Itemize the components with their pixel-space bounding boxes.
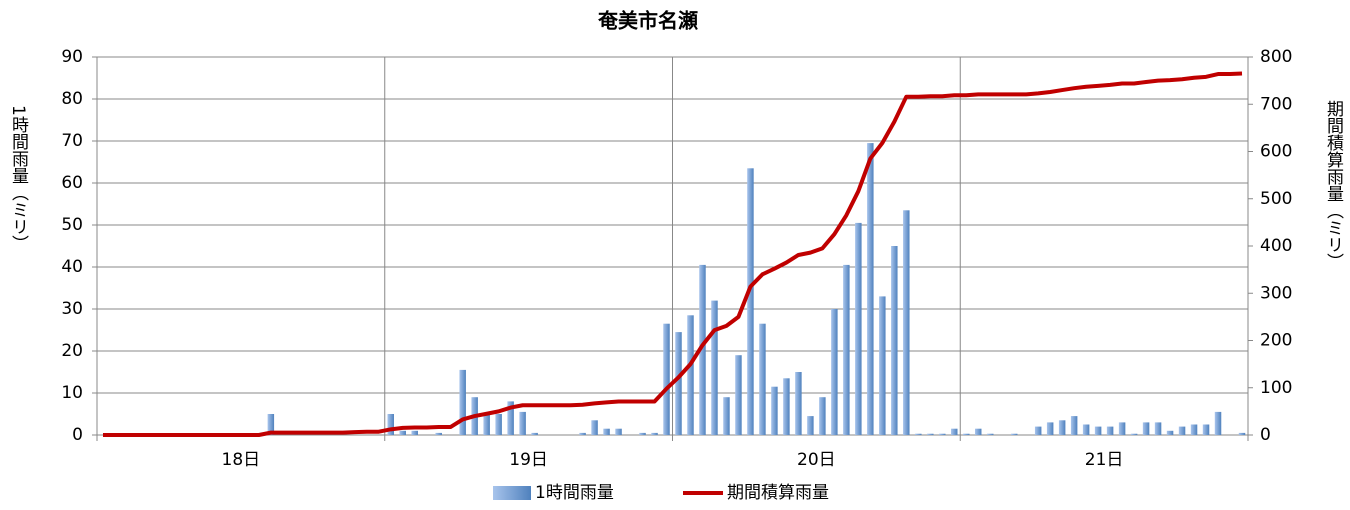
x-tick-label: 18日 xyxy=(222,450,261,470)
y-tick-label: 80 xyxy=(61,89,83,109)
y-tick-label: 40 xyxy=(61,257,83,277)
legend-label: 1時間雨量 xyxy=(535,483,614,503)
bar xyxy=(843,264,850,435)
y2-tick-label: 300 xyxy=(1260,283,1292,303)
y2-tick-label: 100 xyxy=(1260,378,1292,398)
y2-tick-label: 600 xyxy=(1260,142,1292,162)
bar xyxy=(891,246,898,435)
y2-tick-label: 0 xyxy=(1260,425,1271,445)
y2-tick-label: 700 xyxy=(1260,94,1292,114)
bar xyxy=(711,300,718,435)
bar xyxy=(783,378,790,435)
bar xyxy=(747,168,754,436)
bar xyxy=(495,414,502,435)
y-tick-label: 70 xyxy=(61,131,83,151)
y-tick-label: 0 xyxy=(72,425,83,445)
bar xyxy=(795,372,802,435)
bar xyxy=(399,430,406,435)
bar xyxy=(1010,433,1018,435)
line xyxy=(102,71,1243,437)
bar xyxy=(1106,426,1114,435)
bar xyxy=(867,143,874,435)
bar xyxy=(675,332,682,435)
bar xyxy=(267,414,275,435)
bar xyxy=(723,397,730,435)
bar xyxy=(855,222,862,435)
bar xyxy=(1046,422,1054,435)
chart-title: 奄美市名瀬 xyxy=(597,9,698,33)
bar xyxy=(759,323,766,435)
bar xyxy=(1202,424,1210,435)
bar xyxy=(974,428,982,435)
bar xyxy=(915,433,922,435)
bar xyxy=(663,323,670,435)
bar xyxy=(387,414,394,435)
bar xyxy=(459,369,466,435)
bar xyxy=(1154,422,1162,435)
bar xyxy=(603,428,610,435)
bar xyxy=(831,309,838,435)
bar xyxy=(903,210,910,435)
bar xyxy=(579,432,586,435)
bar xyxy=(591,420,598,435)
legend-swatch xyxy=(493,486,531,500)
x-tick-label: 20日 xyxy=(797,450,836,470)
y-tick-label: 60 xyxy=(61,173,83,193)
y-tick-label: 10 xyxy=(61,383,83,403)
bar xyxy=(1178,426,1186,435)
bar xyxy=(1082,424,1090,435)
bar xyxy=(771,386,778,435)
bar xyxy=(1058,420,1066,435)
y2-tick-label: 500 xyxy=(1260,189,1292,209)
bar xyxy=(819,397,826,435)
bar xyxy=(1238,432,1246,435)
bar xyxy=(986,433,994,435)
x-tick-label: 19日 xyxy=(509,450,548,470)
x-tick-label: 21日 xyxy=(1085,450,1124,470)
bar xyxy=(699,264,706,435)
bar xyxy=(519,411,526,435)
y2-axis-title: 期間積算雨量（ミリ） xyxy=(1323,100,1344,270)
bar xyxy=(1214,411,1222,435)
bar xyxy=(1118,422,1126,435)
y2-tick-label: 200 xyxy=(1260,331,1292,351)
legend-label: 期間積算雨量 xyxy=(727,483,829,503)
bar xyxy=(951,428,958,435)
bar xyxy=(483,414,490,435)
bar xyxy=(939,433,946,435)
bar xyxy=(963,433,970,435)
bar xyxy=(411,430,418,435)
bar xyxy=(1094,426,1102,435)
bar xyxy=(435,432,442,435)
bar xyxy=(879,296,886,435)
y-axis-title: 1時間雨量（ミリ） xyxy=(8,105,29,252)
bar xyxy=(1166,430,1174,435)
bar xyxy=(1034,426,1042,435)
y2-tick-label: 800 xyxy=(1260,47,1292,67)
bar xyxy=(927,433,934,435)
y-tick-label: 50 xyxy=(61,215,83,235)
bar xyxy=(1190,424,1198,435)
bar xyxy=(687,315,694,435)
bar xyxy=(615,428,622,435)
bar xyxy=(651,432,658,435)
bar xyxy=(1070,416,1078,435)
y-tick-label: 20 xyxy=(61,341,83,361)
bar xyxy=(1130,433,1138,435)
bar xyxy=(735,355,742,435)
bar xyxy=(639,432,646,435)
y-tick-label: 90 xyxy=(61,47,83,67)
y-tick-label: 30 xyxy=(61,299,83,319)
bar xyxy=(531,432,538,435)
y2-tick-label: 400 xyxy=(1260,236,1292,256)
bar xyxy=(1142,422,1150,435)
bar xyxy=(507,401,514,435)
bar xyxy=(807,416,814,435)
